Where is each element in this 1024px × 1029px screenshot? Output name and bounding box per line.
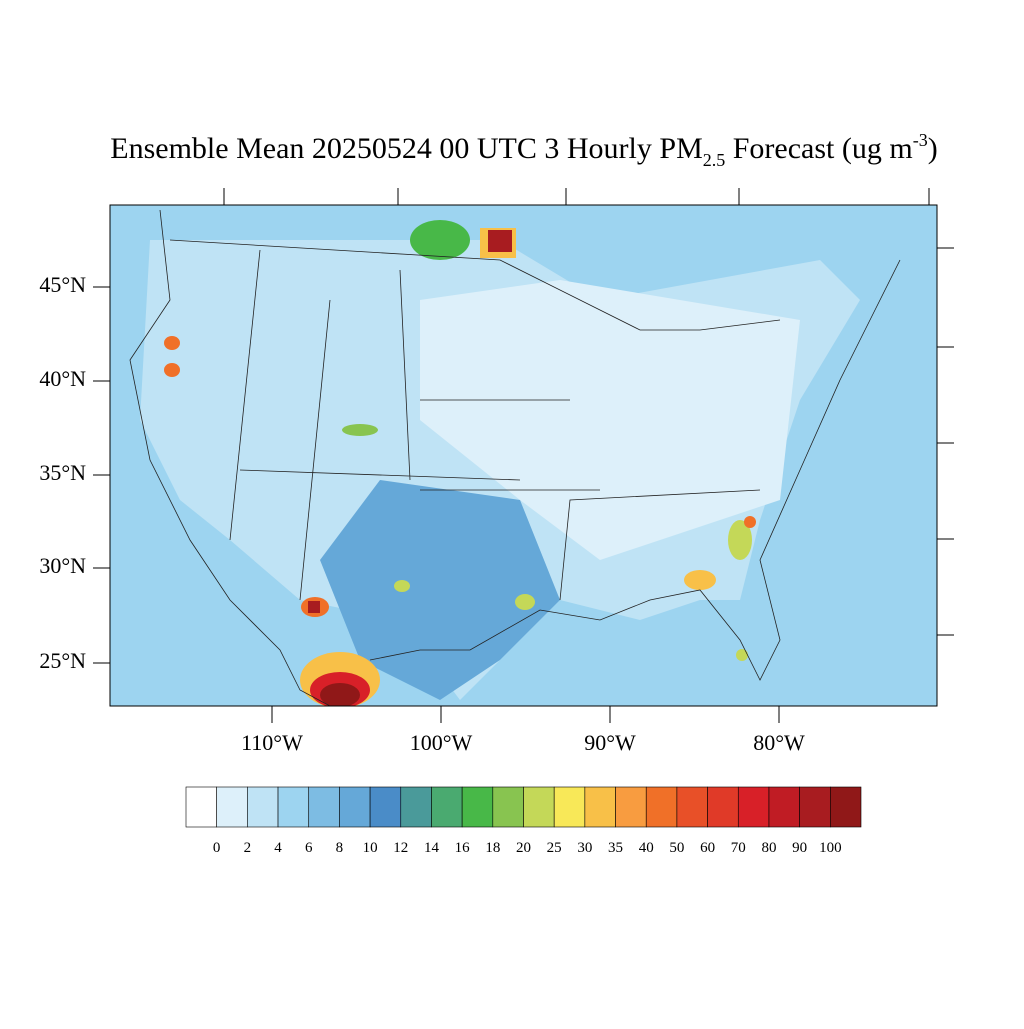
- map: 45°N 40°N 35°N 30°N 25°N 110°W 100°W 90°W 80°W: [39, 188, 954, 755]
- colorbar-label: 90: [792, 840, 807, 856]
- title-sup: -3: [913, 130, 928, 150]
- colorbar-box: [707, 786, 739, 828]
- lat-label: 45°N: [39, 272, 86, 297]
- colorbar-box: [645, 786, 678, 828]
- colorbar-box: [369, 786, 402, 828]
- colorbar-label: 4: [274, 840, 282, 856]
- colorbar-box: [308, 786, 340, 828]
- lat-label: 25°N: [39, 648, 86, 673]
- title-rest: Forecast (ug m: [725, 132, 912, 165]
- colorbar-label: 10: [363, 840, 378, 856]
- lat-label: 40°N: [39, 366, 86, 391]
- colorbar-box: [584, 786, 616, 828]
- colorbar-label: 40: [639, 840, 654, 856]
- colorbar-box: [277, 786, 310, 828]
- colorbar-label: 18: [485, 840, 500, 856]
- colorbar-label: 0: [213, 840, 221, 856]
- lat-label: 30°N: [39, 553, 86, 578]
- title-end: ): [928, 132, 938, 165]
- colorbar-label: 35: [608, 840, 623, 856]
- title-main: Ensemble Mean 20250524 00 UTC 3 Hourly P…: [110, 132, 702, 165]
- colorbar-box: [768, 786, 800, 828]
- colorbar-label: 20: [516, 840, 531, 856]
- colorbar-label: 30: [577, 840, 592, 856]
- colorbar-box: [676, 786, 708, 828]
- colorbar-label: 16: [455, 840, 471, 856]
- colorbar-box: [185, 786, 217, 828]
- frame-ticks: [93, 188, 954, 723]
- colorbar-box: [339, 786, 371, 828]
- colorbar-box: [216, 786, 248, 828]
- colorbar-label: 8: [336, 840, 344, 856]
- colorbar-box: [461, 786, 494, 828]
- colorbar-label: 6: [305, 840, 313, 856]
- colorbar-box: [523, 786, 555, 828]
- colorbar-label: 2: [244, 840, 252, 856]
- lon-label: 90°W: [584, 730, 636, 755]
- colorbar-box: [247, 786, 279, 828]
- colorbar-label: 70: [731, 840, 746, 856]
- colorbar-label: 50: [669, 840, 684, 856]
- colorbar-label: 60: [700, 840, 715, 856]
- colorbar-box: [553, 786, 586, 828]
- colorbar-box: [737, 786, 770, 828]
- colorbar-label: 80: [761, 840, 776, 856]
- colorbar-label: 14: [424, 840, 440, 856]
- colorbar-label: 100: [819, 840, 842, 856]
- lon-label: 100°W: [410, 730, 473, 755]
- colorbar-label: 12: [393, 840, 408, 856]
- title-sub: 2.5: [703, 150, 726, 170]
- colorbar-label: 25: [547, 840, 562, 856]
- lat-label: 35°N: [39, 460, 86, 485]
- colorbar-box: [615, 786, 647, 828]
- title: Ensemble Mean 20250524 00 UTC 3 Hourly P…: [110, 130, 937, 170]
- colorbar-box: [799, 786, 831, 828]
- colorbar-box: [492, 786, 524, 828]
- colorbar: 0 2 4 6 8 10 12 14 16 18 20 25 30 35 40 50 60 70 80 90 100: [185, 786, 862, 856]
- lon-label: 110°W: [241, 730, 303, 755]
- colorbar-box: [431, 786, 463, 828]
- lon-label: 80°W: [753, 730, 805, 755]
- colorbar-box: [400, 786, 432, 828]
- colorbar-box: [830, 786, 862, 828]
